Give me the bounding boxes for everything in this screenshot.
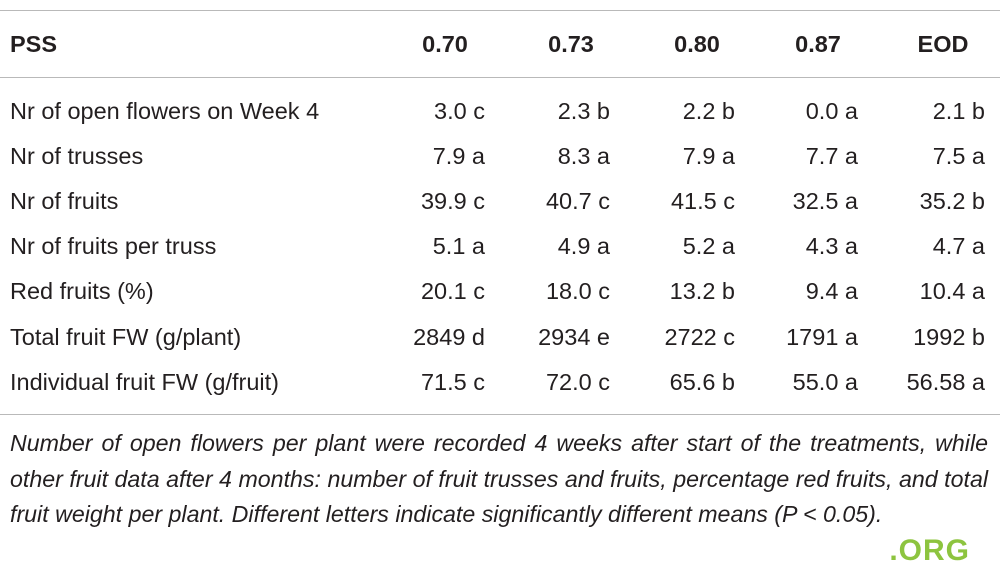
cell-value: 71.5 c	[420, 368, 485, 395]
cell-value: 9.4 a	[805, 278, 858, 305]
header-rule	[0, 77, 1000, 78]
cell-value: 10.4 a	[919, 278, 985, 305]
cell-value: 35.2 b	[919, 188, 985, 215]
cell-value: 4.9 a	[557, 233, 610, 260]
header-cell: 0.87	[795, 31, 841, 57]
row-label: Nr of fruits per truss	[10, 233, 217, 260]
cell-value: 55.0 a	[792, 368, 858, 395]
cell-value: 4.7 a	[932, 233, 985, 260]
header-cell: 0.80	[674, 31, 720, 57]
watermark: .ORG	[889, 534, 970, 567]
cell-value: 39.9 c	[420, 188, 485, 215]
cell-value: 65.6 b	[669, 368, 735, 395]
cell-value: 2934 e	[538, 323, 610, 350]
row-label: Individual fruit FW (g/fruit)	[10, 368, 280, 395]
row-label: Red fruits (%)	[10, 278, 154, 305]
header-cell: 0.70	[422, 31, 468, 57]
cell-value: 13.2 b	[669, 278, 735, 305]
cell-value: 56.58 a	[906, 368, 985, 395]
cell-value: 2722 c	[664, 323, 735, 350]
cell-value: 8.3 a	[557, 143, 610, 170]
cell-value: 0.0 a	[805, 98, 858, 124]
header-cell: 0.73	[548, 31, 594, 57]
bottom-rule	[0, 414, 1000, 415]
cell-value: 2.3 b	[557, 98, 610, 124]
cell-value: 3.0 c	[434, 98, 485, 124]
cell-value: 7.5 a	[932, 143, 985, 170]
cell-value: 32.5 a	[792, 188, 858, 215]
cell-value: 7.7 a	[805, 143, 858, 170]
footnote: Number of open flowers per plant were re…	[10, 430, 988, 527]
cell-value: 1791 a	[786, 323, 858, 350]
top-rule	[0, 10, 1000, 11]
row-label: Total fruit FW (g/plant)	[10, 323, 242, 350]
cell-value: 1992 b	[913, 323, 985, 350]
cell-value: 41.5 c	[670, 188, 735, 215]
cell-value: 7.9 a	[682, 143, 735, 170]
cell-value: 18.0 c	[545, 278, 610, 305]
row-label: Nr of open flowers on Week 4	[10, 98, 320, 124]
cell-value: 20.1 c	[420, 278, 485, 305]
cell-value: 4.3 a	[805, 233, 858, 260]
cell-value: 40.7 c	[545, 188, 610, 215]
cell-value: 2849 d	[413, 323, 485, 350]
header-cell: EOD	[917, 31, 969, 57]
cell-value: 2.1 b	[932, 98, 985, 124]
row-label: Nr of trusses	[10, 143, 144, 170]
cell-value: 2.2 b	[682, 98, 735, 124]
header-cell: PSS	[10, 31, 58, 57]
row-label: Nr of fruits	[10, 188, 119, 215]
cell-value: 5.2 a	[682, 233, 735, 260]
cell-value: 7.9 a	[432, 143, 485, 170]
cell-value: 72.0 c	[545, 368, 610, 395]
cell-value: 5.1 a	[432, 233, 485, 260]
